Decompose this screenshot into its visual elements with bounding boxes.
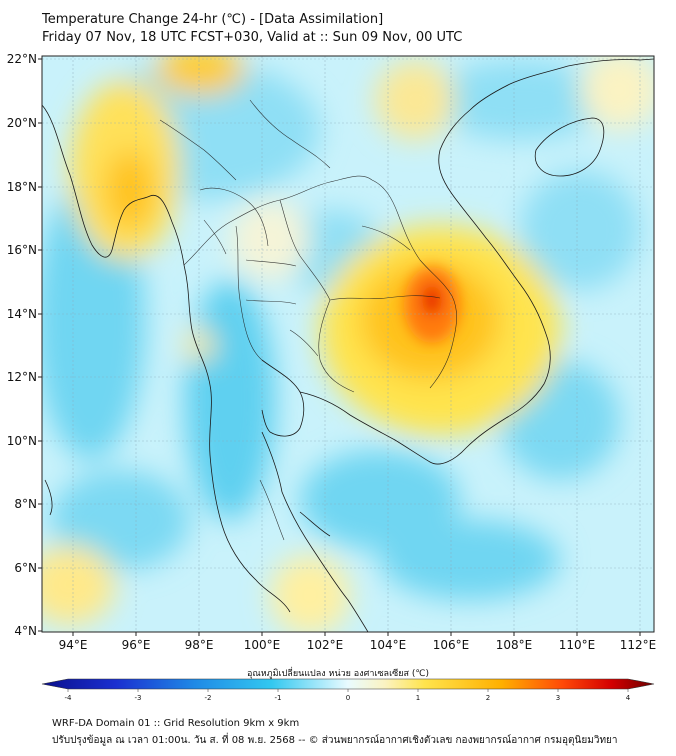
lon-label: 94°E xyxy=(59,638,88,652)
colorbar-tick: 1 xyxy=(416,694,420,702)
lat-label: 12°N xyxy=(7,370,37,384)
lat-label: 22°N xyxy=(7,52,37,66)
lon-label: 104°E xyxy=(370,638,407,652)
colorbar-tick: -1 xyxy=(275,694,282,702)
colorbar-tick: -2 xyxy=(205,694,212,702)
lat-label: 14°N xyxy=(7,307,37,321)
lon-label: 110°E xyxy=(559,638,596,652)
map-subtitle: Friday 07 Nov, 18 UTC FCST+030, Valid at… xyxy=(42,30,463,45)
lat-label: 6°N xyxy=(14,561,37,575)
colorbar-tick: -3 xyxy=(135,694,142,702)
colorbar-title: อุณหภูมิเปลี่ยนแปลง หน่วย องศาเซลเซียส (… xyxy=(246,669,430,679)
colorbar: -4 -3 -2 -1 0 1 2 3 4 xyxy=(41,678,655,702)
lat-label: 4°N xyxy=(14,624,37,638)
colorbar-ramp xyxy=(41,678,655,690)
lat-label: 20°N xyxy=(7,116,37,130)
lon-label: 96°E xyxy=(122,638,151,652)
colorbar-tick: 2 xyxy=(486,694,490,702)
map-frame xyxy=(41,55,655,633)
colorbar-tick: -4 xyxy=(65,694,73,702)
lon-label: 102°E xyxy=(307,638,344,652)
colorbar-tick: 0 xyxy=(346,694,350,702)
lat-label: 8°N xyxy=(14,497,37,511)
lon-label: 98°E xyxy=(185,638,214,652)
temperature-field xyxy=(42,56,654,632)
model-info: WRF-DA Domain 01 :: Grid Resolution 9km … xyxy=(52,718,300,729)
lat-label: 10°N xyxy=(7,434,37,448)
lat-label: 16°N xyxy=(7,243,37,257)
colorbar-tick: 3 xyxy=(556,694,560,702)
coastline-outlines xyxy=(42,58,654,632)
lat-label: 18°N xyxy=(7,180,37,194)
colorbar-tick: 4 xyxy=(626,694,631,702)
lon-label: 112°E xyxy=(620,638,657,652)
lon-label: 100°E xyxy=(244,638,281,652)
update-credit: ปรับปรุงข้อมูล ณ เวลา 01:00น. วัน ส. ที่… xyxy=(52,735,618,746)
lon-label: 106°E xyxy=(433,638,470,652)
map-title: Temperature Change 24-hr (℃) - [Data Ass… xyxy=(42,12,384,27)
border-lines xyxy=(159,99,457,541)
temperature-change-map: 22°N 20°N 18°N 16°N 14°N 12°N 10°N 8°N 6… xyxy=(7,52,657,652)
lon-label: 108°E xyxy=(496,638,533,652)
